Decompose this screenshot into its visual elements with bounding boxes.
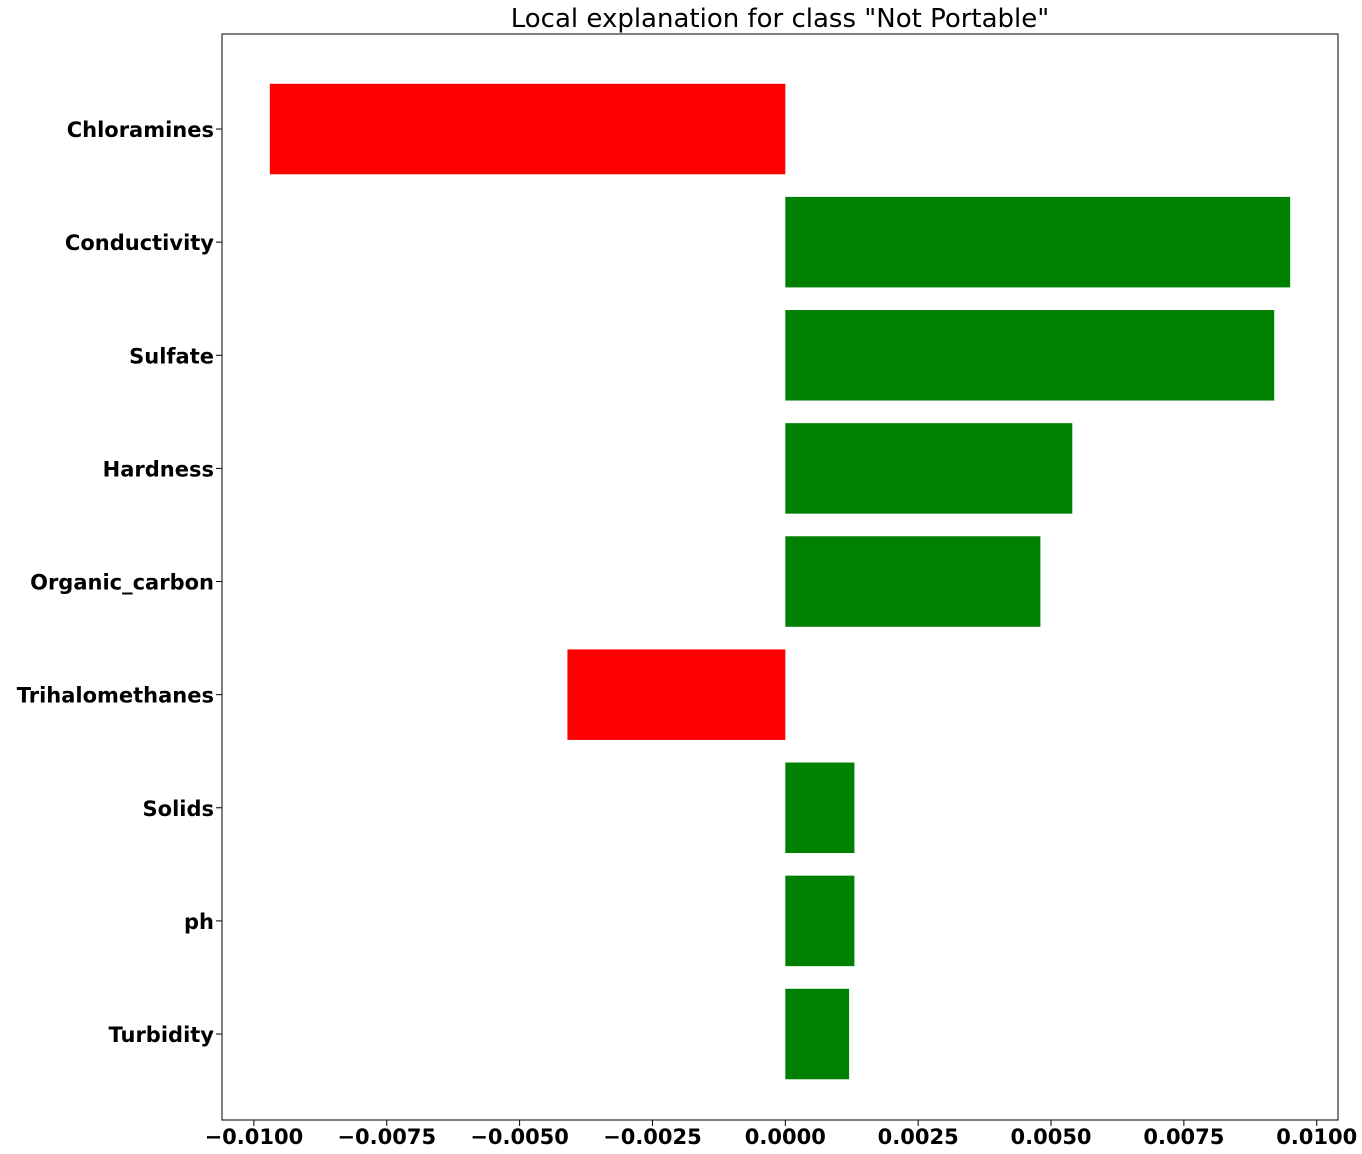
y-tick-label: Trihalomethanes [17, 684, 214, 708]
bar-organic-carbon [785, 536, 1041, 627]
x-tick-label: 0.0050 [1011, 1125, 1092, 1149]
bar-trihalomethanes [567, 649, 786, 740]
chart-title: Local explanation for class "Not Portabl… [511, 4, 1049, 34]
x-tick-label: 0.0100 [1276, 1125, 1357, 1149]
bar-sulfate [785, 310, 1275, 401]
y-tick-label: Solids [143, 797, 214, 821]
x-tick-label: 0.0000 [745, 1125, 826, 1149]
bar-solids [785, 762, 855, 854]
x-tick-label: −0.0100 [205, 1125, 304, 1149]
y-tick-label: Conductivity [65, 231, 214, 255]
bar-chloramines [269, 83, 786, 175]
bar-hardness [785, 423, 1073, 514]
plot-frame [221, 33, 1339, 1121]
y-tick-label: Organic_carbon [30, 571, 214, 595]
y-tick-label: Hardness [103, 457, 214, 481]
bar-turbidity [785, 988, 850, 1080]
x-tick-label: 0.0075 [1143, 1125, 1224, 1149]
y-tick-label: ph [184, 910, 214, 934]
x-axis: −0.0100 −0.0075 −0.0050 −0.0025 0.0000 0.0025… [205, 1120, 1357, 1149]
x-tick-label: −0.0075 [337, 1125, 436, 1149]
x-tick-label: 0.0025 [878, 1125, 959, 1149]
x-tick-label: −0.0050 [470, 1125, 569, 1149]
y-tick-label: Sulfate [129, 344, 214, 368]
bar-ph [785, 875, 855, 967]
bars-group [269, 83, 1291, 1080]
x-tick-label: −0.0025 [603, 1125, 702, 1149]
y-tick-label: Chloramines [67, 118, 214, 142]
y-axis: Chloramines Conductivity Sulfate Hardness Or… [17, 118, 222, 1047]
y-tick-label: Turbidity [108, 1023, 214, 1047]
bar-conductivity [785, 196, 1291, 288]
